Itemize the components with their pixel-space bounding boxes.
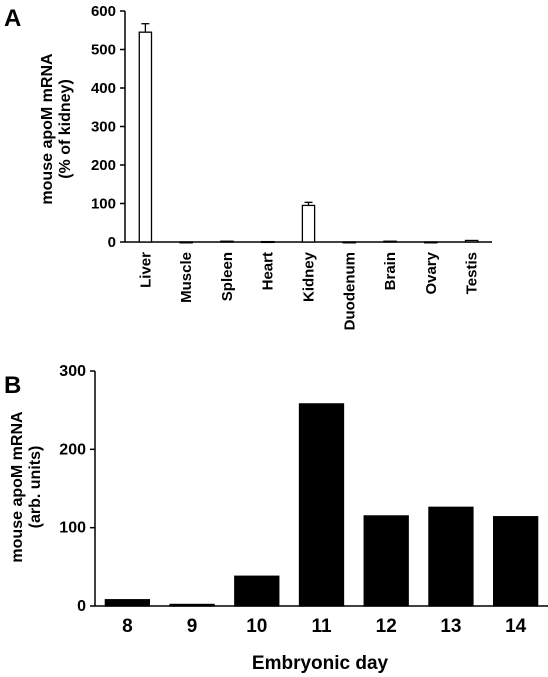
panel-a: A mouse apoM mRNA (% of kidney) 0 100 200 3… bbox=[4, 3, 492, 330]
panel-b-xlabel: Embryonic day bbox=[252, 653, 389, 674]
bar bbox=[363, 515, 409, 607]
bar bbox=[260, 240, 275, 244]
x-tick-label: Duodenum bbox=[341, 252, 358, 330]
panel-b-ylabel-line1: mouse apoM mRNA bbox=[9, 411, 26, 563]
x-tick-label: 11 bbox=[311, 616, 332, 637]
x-tick-label: 13 bbox=[440, 616, 461, 637]
bar bbox=[424, 241, 438, 244]
x-tick-label: Liver bbox=[137, 252, 154, 288]
bar bbox=[169, 603, 215, 607]
bar bbox=[298, 403, 345, 607]
bar bbox=[138, 31, 153, 243]
panel-b-label: B bbox=[4, 372, 21, 399]
bar bbox=[179, 241, 193, 244]
y-tick-label: 100 bbox=[91, 196, 116, 213]
x-tick-label: Kidney bbox=[301, 251, 318, 302]
x-tick-label: 9 bbox=[187, 616, 198, 637]
y-tick-label: 200 bbox=[91, 157, 116, 174]
x-tick-label: 14 bbox=[505, 616, 527, 637]
x-tick-label: Testis bbox=[464, 252, 481, 294]
bar bbox=[383, 240, 397, 243]
y-tick-label: 0 bbox=[108, 234, 116, 251]
bar bbox=[428, 506, 474, 607]
bar bbox=[492, 516, 539, 607]
panel-b-ylabel-line2: (arb. units) bbox=[27, 446, 44, 529]
panel-a-ylabel-line1: mouse apoM mRNA bbox=[39, 53, 56, 205]
y-tick-label: 300 bbox=[59, 363, 86, 380]
x-tick-label: Muscle bbox=[178, 252, 195, 303]
x-tick-label: Heart bbox=[260, 252, 277, 290]
y-tick-label: 500 bbox=[91, 42, 116, 59]
panel-a-label: A bbox=[4, 5, 21, 32]
y-tick-label: 300 bbox=[91, 119, 116, 136]
bar bbox=[234, 575, 280, 607]
y-tick-label: 400 bbox=[91, 80, 116, 97]
x-tick-label: Spleen bbox=[219, 252, 236, 301]
bar bbox=[220, 240, 234, 243]
y-tick-label: 0 bbox=[77, 598, 86, 615]
panel-b: B mouse apoM mRNA (arb. units) Embryonic… bbox=[4, 363, 548, 674]
y-tick-label: 100 bbox=[59, 520, 86, 537]
bar bbox=[464, 239, 479, 243]
bar bbox=[342, 241, 357, 244]
panel-a-ylabel-line2: (% of kidney) bbox=[57, 79, 74, 179]
x-tick-label: 8 bbox=[122, 616, 133, 637]
y-tick-label: 600 bbox=[91, 3, 116, 20]
x-tick-label: 10 bbox=[246, 616, 267, 637]
x-tick-label: Brain bbox=[382, 252, 399, 290]
x-tick-label: 12 bbox=[376, 616, 397, 637]
x-tick-label: Ovary bbox=[423, 251, 440, 294]
bar bbox=[104, 599, 151, 607]
y-tick-label: 200 bbox=[59, 441, 86, 458]
bar bbox=[301, 204, 316, 243]
